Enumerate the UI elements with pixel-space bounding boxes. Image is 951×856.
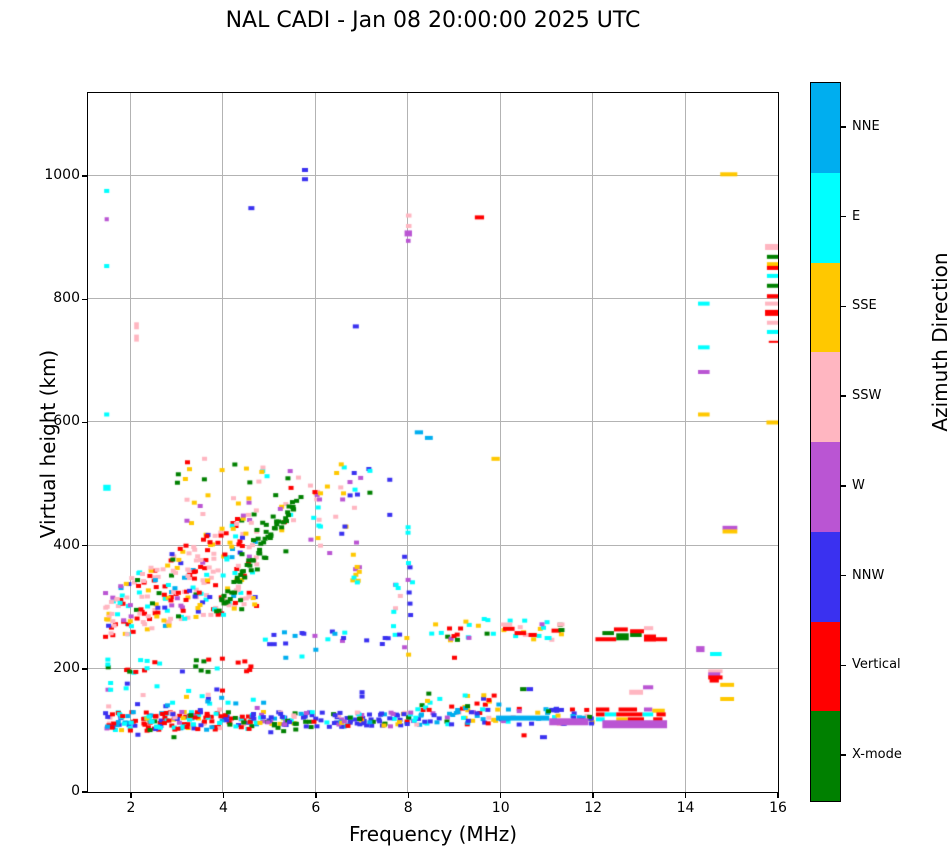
plot-area: [86, 91, 779, 793]
colorbar-segment-w: [811, 442, 840, 532]
y-tick-label: 0: [71, 783, 80, 799]
x-axis-label: Frequency (MHz): [348, 822, 518, 846]
x-tick-mark: [684, 793, 687, 798]
colorbar-tick-mark: [841, 305, 846, 308]
y-tick-label: 200: [53, 659, 80, 676]
x-tick-mark: [500, 793, 502, 798]
x-tick-label: 8: [403, 800, 413, 816]
colorbar-tick-label-w: W: [852, 477, 865, 493]
y-tick-label: 1000: [44, 167, 80, 184]
colorbar-tick-label-ssw: SSW: [852, 388, 882, 404]
x-tick-label: 14: [676, 800, 695, 816]
colorbar-tick-mark: [841, 754, 846, 756]
chart-title: NAL CADI - Jan 08 20:00:00 2025 UTC: [225, 8, 641, 33]
colorbar-title: Azimuth Direction: [928, 252, 951, 432]
colorbar-tick-label-e: E: [852, 208, 861, 224]
colorbar-segment-nnw: [811, 531, 840, 622]
x-tick-mark: [130, 793, 132, 798]
y-tick-label: 400: [53, 536, 80, 553]
colorbar-tick-mark: [841, 485, 846, 487]
colorbar-segment-ssw: [811, 352, 840, 442]
colorbar-tick-mark: [841, 664, 846, 667]
x-tick-label: 16: [769, 800, 787, 816]
x-tick-mark: [592, 793, 594, 798]
colorbar-segment-nne: [811, 83, 840, 173]
x-tick-mark: [777, 793, 779, 798]
colorbar-segment-e: [811, 172, 840, 263]
x-tick-label: 10: [491, 800, 510, 816]
colorbar-segment-vertical: [811, 621, 840, 712]
y-tick-label: 800: [53, 290, 80, 307]
colorbar-tick-label-x-mode: X-mode: [852, 747, 902, 763]
x-tick-label: 12: [584, 800, 603, 816]
colorbar-segment-sse: [811, 262, 840, 353]
y-axis-label: Virtual height (km): [36, 349, 60, 539]
x-tick-label: 4: [218, 800, 228, 816]
colorbar-tick-label-nnw: NNW: [852, 567, 885, 583]
y-tick-mark: [82, 544, 87, 547]
y-tick-mark: [82, 668, 87, 670]
y-tick-mark: [82, 175, 87, 177]
x-tick-mark: [407, 793, 409, 798]
colorbar-tick-mark: [841, 574, 846, 577]
colorbar-tick-label-nne: NNE: [852, 118, 880, 134]
colorbar-segment-x-mode: [811, 711, 840, 801]
colorbar-tick-mark: [841, 126, 846, 128]
x-tick-label: 6: [311, 800, 321, 816]
colorbar-tick-label-vertical: Vertical: [852, 657, 901, 673]
colorbar-tick-mark: [841, 215, 846, 218]
colorbar-tick-label-sse: SSE: [852, 298, 877, 314]
y-tick-mark: [82, 791, 87, 793]
y-tick-label: 600: [53, 413, 80, 430]
x-tick-label: 2: [126, 800, 136, 816]
colorbar-tick-mark: [841, 395, 846, 397]
y-tick-mark: [82, 421, 87, 424]
ionogram-data-canvas: [87, 92, 778, 792]
azimuth-colorbar: [810, 82, 841, 802]
x-tick-mark: [222, 793, 225, 798]
x-tick-mark: [315, 793, 317, 798]
y-tick-mark: [82, 298, 87, 300]
